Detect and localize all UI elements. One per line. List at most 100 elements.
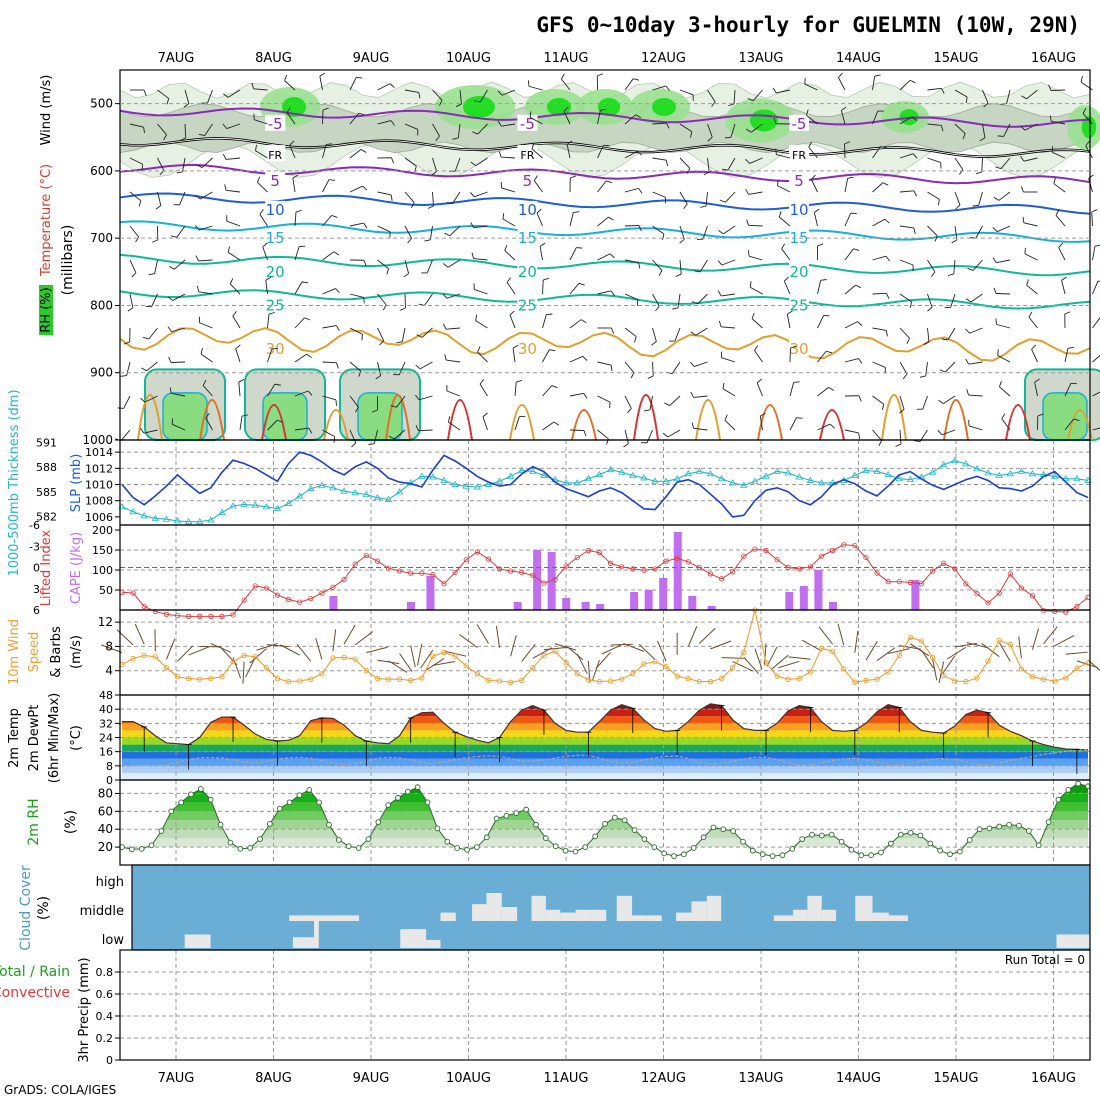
wind-barb xyxy=(473,225,488,229)
lifted-index-marker xyxy=(297,599,303,605)
wind-barb xyxy=(201,157,213,168)
wind-barb-feather xyxy=(295,209,302,213)
isotherm-label-bg xyxy=(789,145,809,162)
wind-barb xyxy=(404,157,417,167)
lifted-index-marker xyxy=(1074,603,1080,610)
wind-barb-feather xyxy=(947,273,954,277)
pressure-label: (millibars) xyxy=(60,225,76,296)
day-label: 16AUG xyxy=(1031,1071,1076,1086)
wind-barb-feather xyxy=(148,273,155,276)
wind-barb xyxy=(754,350,763,363)
wind-barb-feather xyxy=(386,268,389,275)
wind-barb-feather xyxy=(140,427,145,434)
wind-barb xyxy=(171,327,186,333)
wind-barb-feather xyxy=(482,412,488,418)
day-label: 15AUG xyxy=(933,51,978,66)
wind-barb-feather xyxy=(719,199,726,203)
wind-barb-feather xyxy=(531,143,535,149)
day-label: 7AUG xyxy=(158,51,195,66)
wind-barb-feather xyxy=(360,148,367,153)
wind-speed-marker xyxy=(707,678,714,685)
wind-speed-marker xyxy=(430,653,436,659)
temp-band xyxy=(122,758,1088,766)
thickness-marker xyxy=(684,470,692,477)
wind-barb xyxy=(563,111,571,125)
lifted-index-marker xyxy=(785,564,791,571)
wind-barb-feather xyxy=(718,230,724,235)
isotherm-loop xyxy=(757,404,783,441)
wind-speed-marker xyxy=(496,678,503,684)
wind-speed-marker xyxy=(185,675,192,682)
wind-barb-feather xyxy=(855,284,862,289)
y-tick-label: 32 xyxy=(99,717,113,730)
wind-barb xyxy=(566,144,571,159)
cape-label: CAPE (J/kg) xyxy=(69,532,84,604)
wind-speed-marker xyxy=(319,671,325,677)
wind-barb xyxy=(652,293,660,307)
wind-barb-feather xyxy=(551,385,558,389)
y-tick-label: 0 xyxy=(106,1054,113,1067)
wind-barb xyxy=(954,225,958,240)
rh-marker xyxy=(385,802,391,808)
rh-marker xyxy=(661,850,667,857)
wind-barb xyxy=(1006,89,1011,104)
wind-barb xyxy=(479,89,488,103)
isotherm-label-bg xyxy=(517,296,538,313)
precip-panel: 0 0.2 0.4 0.6 0.8 Run Total = 0 Total / Rain Co… xyxy=(0,949,1091,1067)
cloud-middle-bar xyxy=(632,915,648,921)
isotherm-loop xyxy=(199,399,225,441)
wind-barb xyxy=(1003,123,1011,137)
wind-barb xyxy=(200,353,213,363)
wind-barb xyxy=(693,395,708,398)
temp-band xyxy=(122,703,1088,710)
wind-barb-feather xyxy=(820,279,827,281)
wind-barb xyxy=(454,157,461,172)
wind-barb-feather xyxy=(972,205,979,207)
rh-max-patch xyxy=(1081,116,1097,139)
lifted-index-marker xyxy=(730,569,736,575)
boundary-cell-core xyxy=(357,392,403,441)
wind-speed-marker xyxy=(441,649,447,656)
rh-marker xyxy=(365,836,372,842)
isotherm-label: 20 xyxy=(518,263,537,281)
wind-barb-feather xyxy=(1049,115,1052,122)
wind-barb xyxy=(354,631,374,646)
wind-barb xyxy=(872,182,884,193)
wind-barb xyxy=(377,327,385,341)
wind-barb-feather xyxy=(262,242,268,248)
cape-bar xyxy=(659,578,668,610)
wind-barb-feather xyxy=(470,191,475,198)
rh-marker xyxy=(405,788,411,795)
wind-barb-feather xyxy=(665,85,670,91)
wind-barb xyxy=(514,382,517,397)
wind-barb-feather xyxy=(583,430,587,437)
lifted-index-marker xyxy=(463,557,469,563)
wind-barb-feather xyxy=(195,255,199,262)
wind-barb xyxy=(404,259,410,274)
wind-barb-feather xyxy=(778,211,782,218)
wind-barb xyxy=(844,358,859,363)
wind-barb-feather xyxy=(913,190,918,197)
thickness-marker xyxy=(751,477,759,484)
wind-barb xyxy=(876,647,896,662)
wind-barb xyxy=(425,658,445,671)
isotherm-label-bg xyxy=(517,172,538,188)
wind-barb xyxy=(699,259,708,273)
thickness-marker xyxy=(706,470,715,477)
wind-barb-feather xyxy=(638,262,641,269)
wind-barb xyxy=(349,327,363,335)
wind-barb xyxy=(1055,214,1066,227)
wind-barb xyxy=(624,114,636,125)
isotherm-label-bg xyxy=(789,172,809,188)
isotherm-label: 30 xyxy=(266,340,285,358)
lifted-index-marker xyxy=(330,584,336,590)
wind-barb-feather xyxy=(1082,108,1087,114)
wind-barb xyxy=(536,212,543,227)
wind-barb-feather xyxy=(858,395,862,402)
wind-barb-feather xyxy=(335,399,337,406)
wind-barb xyxy=(294,390,309,397)
thickness-marker xyxy=(518,466,526,473)
wind-barb-feather xyxy=(609,253,615,259)
wind-barb xyxy=(157,191,162,206)
wind-barb-feather xyxy=(1053,177,1056,184)
